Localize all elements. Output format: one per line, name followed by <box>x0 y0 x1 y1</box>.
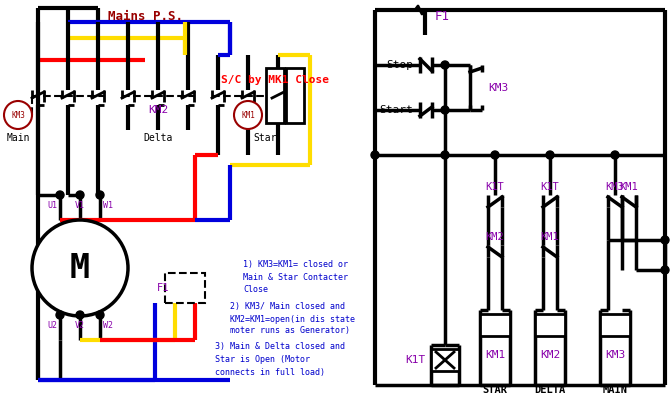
Bar <box>600 314 630 336</box>
Text: KM2: KM2 <box>486 232 505 242</box>
Text: Star: Star <box>253 133 276 143</box>
Circle shape <box>491 151 499 159</box>
Text: KM3: KM3 <box>606 182 625 192</box>
Text: S/C by MK1 Close: S/C by MK1 Close <box>221 75 329 85</box>
Text: Mains P.S.: Mains P.S. <box>107 10 183 22</box>
Text: KM2: KM2 <box>148 105 168 115</box>
Text: W2: W2 <box>103 320 113 330</box>
Text: KM1: KM1 <box>485 350 505 360</box>
Text: Close: Close <box>243 286 268 294</box>
Circle shape <box>661 236 669 244</box>
Circle shape <box>96 311 104 319</box>
Text: KM2=KM1=open(in dis state: KM2=KM1=open(in dis state <box>230 314 355 324</box>
Text: DELTA: DELTA <box>534 385 566 395</box>
Bar <box>286 67 304 122</box>
Text: KM3: KM3 <box>11 111 25 119</box>
Text: KM1: KM1 <box>541 232 560 242</box>
Text: K1T: K1T <box>541 182 560 192</box>
Text: F1: F1 <box>157 283 169 293</box>
Text: Stop: Stop <box>386 60 413 70</box>
Text: V1: V1 <box>75 201 85 209</box>
Text: F1: F1 <box>435 10 450 22</box>
Text: Start: Start <box>379 105 413 115</box>
Text: Main & Star Contacter: Main & Star Contacter <box>243 273 348 282</box>
Text: MAIN: MAIN <box>603 385 627 395</box>
Circle shape <box>546 151 554 159</box>
Text: K1T: K1T <box>486 182 505 192</box>
Bar <box>431 349 459 371</box>
Text: U2: U2 <box>47 320 57 330</box>
Text: 2) KM3/ Main closed and: 2) KM3/ Main closed and <box>230 302 345 312</box>
Text: KM3: KM3 <box>488 83 508 93</box>
Circle shape <box>371 151 379 159</box>
Circle shape <box>441 106 449 114</box>
Text: KM2: KM2 <box>540 350 560 360</box>
Circle shape <box>96 191 104 199</box>
Circle shape <box>56 191 64 199</box>
Text: M: M <box>70 251 90 284</box>
Text: connects in full load): connects in full load) <box>215 369 325 377</box>
Circle shape <box>611 151 619 159</box>
Text: Main: Main <box>6 133 30 143</box>
Bar <box>266 67 284 122</box>
Text: Delta: Delta <box>144 133 172 143</box>
Text: Star is Open (Motor: Star is Open (Motor <box>215 356 310 365</box>
Circle shape <box>441 151 449 159</box>
Circle shape <box>661 266 669 274</box>
Text: 3) Main & Delta closed and: 3) Main & Delta closed and <box>215 342 345 352</box>
Circle shape <box>76 191 84 199</box>
Circle shape <box>441 61 449 69</box>
Text: KM3: KM3 <box>605 350 625 360</box>
Bar <box>480 314 510 336</box>
Circle shape <box>4 101 32 129</box>
Text: KM1: KM1 <box>241 111 255 119</box>
Circle shape <box>234 101 262 129</box>
Circle shape <box>76 311 84 319</box>
Bar <box>535 314 565 336</box>
Text: moter runs as Generator): moter runs as Generator) <box>230 326 350 336</box>
Circle shape <box>56 311 64 319</box>
Text: 1) KM3=KM1= closed or: 1) KM3=KM1= closed or <box>243 261 348 269</box>
Text: U1: U1 <box>47 201 57 209</box>
Text: K1T: K1T <box>405 355 425 365</box>
Text: V2: V2 <box>75 320 85 330</box>
Text: W1: W1 <box>103 201 113 209</box>
Bar <box>165 273 205 303</box>
Text: STAR: STAR <box>482 385 507 395</box>
Circle shape <box>32 220 128 316</box>
Text: KM1: KM1 <box>619 182 638 192</box>
